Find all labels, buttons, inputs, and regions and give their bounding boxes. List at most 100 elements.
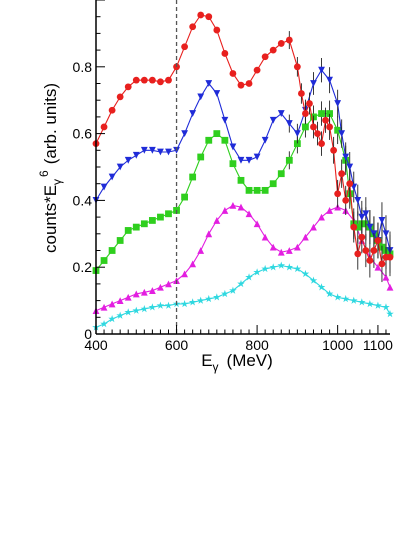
data-point xyxy=(100,319,108,328)
data-point xyxy=(140,288,148,296)
data-point xyxy=(132,76,140,84)
data-point xyxy=(229,143,237,151)
series-3 xyxy=(92,100,394,274)
data-point xyxy=(341,294,350,303)
data-point xyxy=(108,247,116,254)
data-point xyxy=(229,70,237,77)
data-point xyxy=(213,130,221,137)
data-point xyxy=(269,243,277,251)
data-point xyxy=(326,76,333,84)
data-point xyxy=(237,81,245,89)
data-point xyxy=(188,298,197,306)
data-point xyxy=(213,217,221,224)
y-tick-label: 0.6 xyxy=(73,126,93,142)
data-point xyxy=(164,301,173,309)
data-point xyxy=(277,40,285,47)
data-point xyxy=(197,11,205,19)
data-point xyxy=(205,80,213,87)
data-point xyxy=(370,247,378,254)
data-point xyxy=(382,303,390,311)
x-axis-title-subscript: γ xyxy=(213,360,219,374)
data-point xyxy=(302,233,309,241)
data-point xyxy=(358,233,366,241)
data-point xyxy=(302,110,309,117)
data-point xyxy=(132,151,140,159)
data-point xyxy=(229,160,237,168)
data-point xyxy=(132,223,140,231)
data-point xyxy=(253,66,261,74)
data-point xyxy=(293,63,301,71)
x-axis-title: Eγ (MeV) xyxy=(201,351,273,374)
data-point xyxy=(346,180,354,188)
data-point xyxy=(140,220,148,228)
data-point xyxy=(221,289,229,298)
data-point xyxy=(378,217,386,224)
y-tick-label: 0.4 xyxy=(73,192,93,208)
data-point xyxy=(124,293,132,301)
data-point xyxy=(326,123,333,131)
data-point xyxy=(310,223,317,231)
data-point xyxy=(229,286,237,294)
y-axis-title-subscript: γ xyxy=(50,179,64,185)
data-point xyxy=(116,237,124,244)
data-point xyxy=(205,136,213,144)
data-point xyxy=(148,303,157,311)
data-point xyxy=(334,126,342,134)
x-tick-label: 400 xyxy=(84,337,108,353)
data-point xyxy=(342,197,350,204)
data-point xyxy=(108,173,116,181)
data-point xyxy=(197,153,205,161)
data-point xyxy=(229,202,237,209)
data-point xyxy=(213,26,221,34)
data-point xyxy=(221,50,229,57)
data-point xyxy=(197,93,205,101)
data-point xyxy=(349,296,358,304)
data-point xyxy=(285,263,294,271)
data-point xyxy=(221,207,229,214)
x-tick-label: 600 xyxy=(165,337,189,353)
data-point xyxy=(205,13,213,21)
data-point xyxy=(354,223,362,231)
data-point xyxy=(213,90,221,97)
data-point xyxy=(285,247,293,254)
data-point xyxy=(189,23,197,31)
data-point xyxy=(277,110,285,117)
data-point xyxy=(358,298,366,306)
data-point xyxy=(189,110,197,117)
series-4 xyxy=(92,202,394,315)
data-point xyxy=(181,270,189,278)
data-point xyxy=(205,230,213,238)
data-point xyxy=(157,283,164,291)
data-point xyxy=(293,243,301,251)
data-point xyxy=(221,136,229,144)
data-point xyxy=(165,148,172,156)
data-point xyxy=(325,289,334,298)
data-point xyxy=(140,146,148,154)
data-point xyxy=(245,186,253,194)
data-point xyxy=(237,156,245,164)
data-point xyxy=(116,93,124,101)
data-point xyxy=(310,123,317,131)
data-point xyxy=(310,80,317,87)
axes-layer: 400 600 800 1000 1100 0 0.2 0.4 0.6 0.8 xyxy=(73,0,393,353)
data-point xyxy=(374,263,382,271)
data-point xyxy=(213,293,221,301)
data-point xyxy=(100,183,108,191)
x-tick-label: 1100 xyxy=(363,337,393,353)
data-point xyxy=(301,269,310,278)
data-point xyxy=(116,163,124,171)
data-point xyxy=(221,116,229,124)
data-point xyxy=(245,210,253,218)
data-point xyxy=(293,140,301,148)
data-point xyxy=(382,230,390,238)
data-point xyxy=(261,186,269,194)
data-point xyxy=(237,279,245,288)
data-point xyxy=(189,173,197,181)
data-point xyxy=(366,299,374,308)
data-point xyxy=(285,36,293,44)
data-point xyxy=(358,213,366,221)
data-point xyxy=(116,297,124,304)
x-axis-title-unit: (MeV) xyxy=(227,351,273,370)
data-point xyxy=(333,293,342,301)
data-point xyxy=(181,130,189,137)
